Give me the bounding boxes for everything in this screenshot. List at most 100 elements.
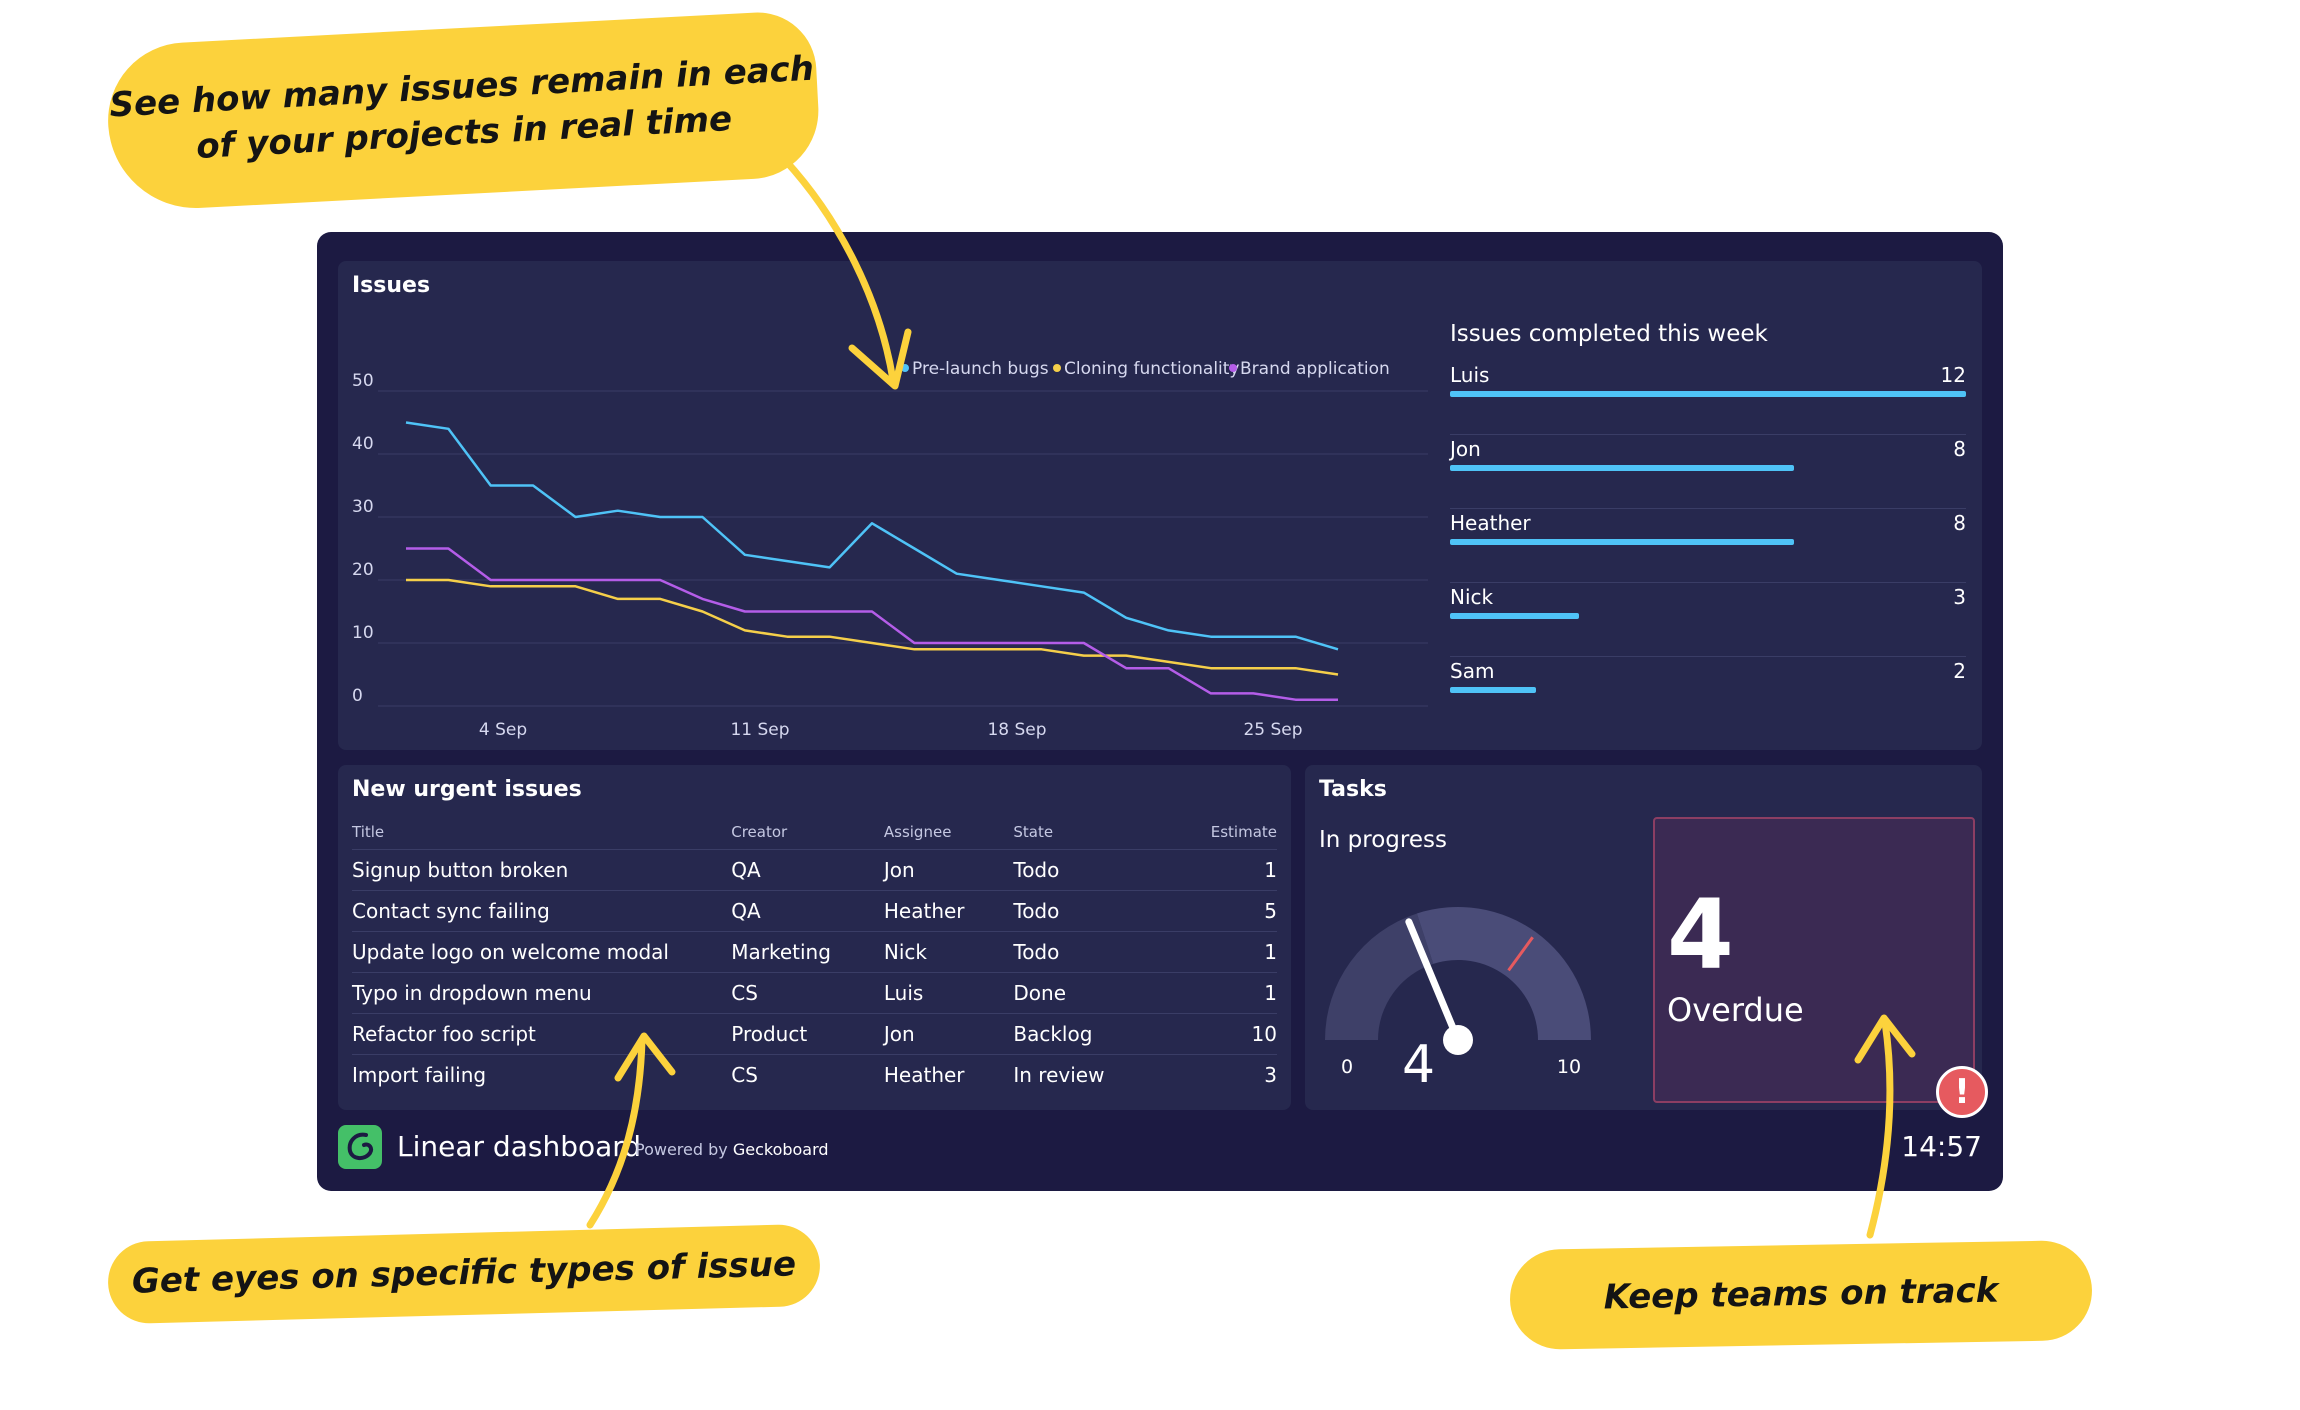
overdue-count: 4	[1667, 879, 1734, 991]
table-header-row: Title Creator Assignee State Estimate	[352, 823, 1277, 850]
cell-estimate: 1	[1170, 849, 1277, 891]
gauge-threshold-marker	[1507, 936, 1534, 972]
column-header-state: State	[1013, 823, 1171, 850]
y-tick-label: 0	[352, 686, 363, 706]
gauge-value: 4	[1401, 1035, 1436, 1095]
leaderboard-name: Sam	[1450, 659, 1495, 683]
legend-label: Brand application	[1240, 359, 1390, 379]
leaderboard-title: Issues completed this week	[1450, 321, 1768, 347]
cell-state: Todo	[1013, 931, 1171, 973]
urgent-issues-title: New urgent issues	[352, 777, 582, 802]
leaderboard-bar-track	[1450, 391, 1966, 397]
series-line	[406, 547, 1338, 701]
cell-estimate: 10	[1170, 1013, 1277, 1055]
leaderboard-name: Jon	[1450, 437, 1481, 461]
cell-creator: Product	[731, 1013, 884, 1055]
x-tick-label: 4 Sep	[479, 720, 527, 740]
cell-title: Contact sync failing	[352, 890, 732, 932]
tasks-panel: Tasks In progress 0 10 4 4 Overdue	[1305, 765, 1982, 1110]
gauge-needle-hub	[1443, 1025, 1473, 1055]
leaderboard-row: Luis 12	[1450, 361, 1966, 435]
cell-estimate: 5	[1170, 890, 1277, 932]
in-progress-label: In progress	[1319, 827, 1447, 853]
table-row[interactable]: Import failing CS Heather In review 3	[352, 1055, 1277, 1096]
legend-swatch	[901, 364, 909, 372]
overdue-tile: 4 Overdue	[1653, 817, 1975, 1103]
leaderboard-bar	[1450, 391, 1966, 397]
leaderboard-bar	[1450, 539, 1794, 545]
y-tick-label: 20	[352, 560, 374, 580]
exclamation-icon: !	[1936, 1066, 1988, 1118]
cell-state: Todo	[1013, 890, 1171, 932]
callout-teams-on-track: Keep teams on track	[1509, 1239, 2093, 1351]
y-tick-label: 10	[352, 623, 374, 643]
table-row[interactable]: Typo in dropdown menu CS Luis Done 1	[352, 972, 1277, 1014]
leaderboard-value: 12	[1940, 363, 1966, 387]
cell-title: Refactor foo script	[352, 1013, 732, 1055]
cell-creator: Marketing	[731, 931, 884, 973]
dashboard-title: Linear dashboard	[397, 1130, 642, 1163]
tasks-title: Tasks	[1319, 777, 1387, 802]
powered-prefix: Powered by	[635, 1140, 728, 1159]
issues-line-chart: 0 10 20 30 40 50 4 Sep 11 Sep 18 Sep 25 Sep Pre-la…	[352, 359, 1428, 740]
callout-issue-types: Get eyes on specific types of issue	[107, 1223, 821, 1325]
legend-swatch	[1229, 364, 1237, 372]
leaderboard-bar-track	[1450, 613, 1966, 619]
powered-brand: Geckoboard	[732, 1140, 829, 1159]
callout-text: See how many issues remain in each of yo…	[108, 48, 815, 167]
cell-title: Typo in dropdown menu	[352, 972, 732, 1014]
y-tick-label: 30	[352, 497, 374, 517]
cell-title: Import failing	[352, 1063, 487, 1087]
leaderboard-bar	[1450, 465, 1794, 471]
callout-text: Get eyes on specific types of issue	[131, 1244, 797, 1302]
legend-swatch	[1053, 364, 1061, 372]
leaderboard-bar-track	[1450, 465, 1966, 471]
cell-estimate: 3	[1264, 1063, 1277, 1087]
cell-assignee: Nick	[883, 931, 1014, 973]
table-row[interactable]: Refactor foo script Product Jon Backlog 10	[352, 1013, 1277, 1055]
series-line	[405, 421, 1339, 651]
column-header-title: Title	[352, 823, 732, 850]
y-tick-label: 40	[352, 434, 374, 454]
leaderboard-row: Heather 8	[1450, 509, 1966, 583]
callout-text: Keep teams on track	[1603, 1270, 1999, 1318]
cell-title: Signup button broken	[352, 849, 732, 891]
cell-creator: QA	[731, 849, 884, 891]
cell-title: Update logo on welcome modal	[352, 931, 732, 973]
table-row[interactable]: Update logo on welcome modal Marketing Nic…	[352, 931, 1277, 973]
urgent-issues-panel: New urgent issues Title Creator Assignee…	[338, 765, 1291, 1110]
leaderboard-value: 3	[1953, 585, 1966, 609]
legend-label: Cloning functionality	[1064, 359, 1240, 379]
gauge-needle	[1405, 918, 1462, 1044]
leaderboard-value: 2	[1953, 659, 1966, 683]
table-row[interactable]: Contact sync failing QA Heather Todo 5	[352, 890, 1277, 932]
cell-assignee: Heather	[883, 890, 1014, 932]
cell-creator: QA	[731, 890, 884, 932]
leaderboard-rows: Luis 12 Jon 8 Heather 8 Nick 3 Sam 2	[1450, 361, 1966, 730]
leaderboard-bar	[1450, 613, 1579, 619]
cell-creator: CS	[731, 972, 884, 1014]
cell-estimate: 1	[1170, 931, 1277, 973]
urgent-issues-body: Signup button broken QA Jon Todo 1 Contact sy…	[352, 849, 1277, 1096]
cell-creator: CS	[731, 1063, 758, 1087]
x-tick-label: 18 Sep	[987, 720, 1046, 740]
leaderboard: Issues completed this week Luis 12 Jon 8 Hea…	[1450, 321, 1966, 730]
urgent-issues-table: Title Creator Assignee State Estimate Si…	[352, 823, 1277, 1095]
leaderboard-value: 8	[1953, 511, 1966, 535]
gauge-rest-arc	[1416, 907, 1591, 1040]
cell-assignee: Jon	[883, 849, 1014, 891]
legend-label: Pre-launch bugs	[912, 359, 1049, 379]
series-line	[406, 578, 1339, 676]
column-header-creator: Creator	[731, 823, 884, 850]
leaderboard-bar-track	[1450, 687, 1966, 693]
x-tick-label: 11 Sep	[730, 720, 789, 740]
issues-panel: Issues 0 10 20 30 40 50 4 Sep 11 Sep 18 Sep 25 Se…	[338, 261, 1982, 750]
cell-assignee: Heather	[883, 1063, 965, 1087]
powered-by: Powered by Geckoboard	[635, 1140, 829, 1159]
column-header-assignee: Assignee	[883, 823, 1014, 850]
leaderboard-value: 8	[1953, 437, 1966, 461]
leaderboard-bar-track	[1450, 539, 1966, 545]
leaderboard-row: Sam 2	[1450, 657, 1966, 730]
column-header-estimate: Estimate	[1170, 823, 1277, 850]
table-row[interactable]: Signup button broken QA Jon Todo 1	[352, 849, 1277, 891]
